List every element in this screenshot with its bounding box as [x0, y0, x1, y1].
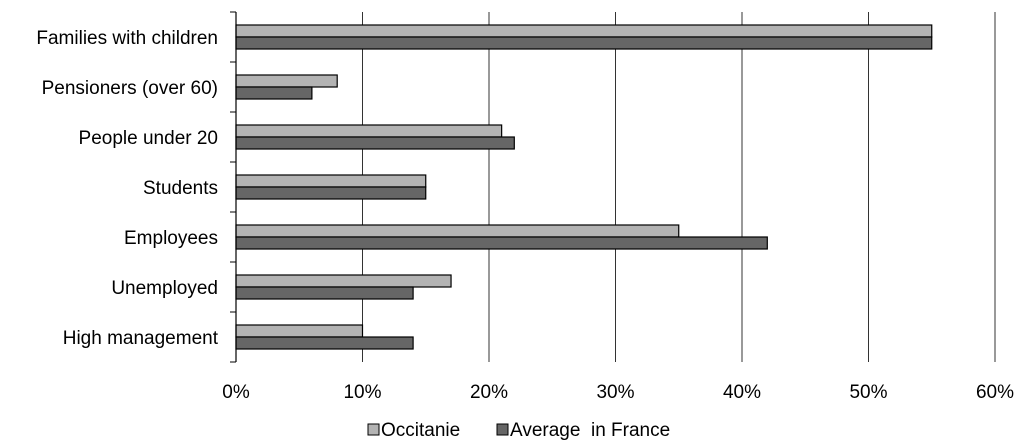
legend-label-occitanie: Occitanie [381, 420, 460, 441]
bar-france-2 [235, 136, 515, 150]
bar-occitanie-5 [235, 274, 452, 288]
legend-swatch-france [496, 423, 509, 436]
legend: Occitanie Average in France [367, 420, 670, 441]
bar-france-0 [235, 36, 933, 50]
x-tick-label: 0% [222, 382, 250, 403]
x-tick-labels: 0% 10% 20% 30% 40% 50% 60% [222, 382, 1014, 403]
bar-occitanie-6 [235, 324, 364, 338]
category-label: Employees [124, 228, 218, 249]
category-label: People under 20 [79, 128, 218, 149]
x-tick-label: 10% [343, 382, 381, 403]
bar-france-5 [235, 286, 414, 300]
bar-occitanie-1 [235, 74, 338, 88]
x-tick-label: 20% [470, 382, 508, 403]
category-label: High management [63, 328, 219, 349]
bar-occitanie-2 [235, 124, 503, 138]
category-label: Students [143, 178, 218, 199]
category-labels: Families with children Pensioners (over 6… [36, 28, 218, 349]
bar-france-6 [235, 336, 414, 350]
axes [230, 11, 237, 363]
bar-occitanie-4 [235, 224, 680, 238]
x-tick-label: 60% [976, 382, 1014, 403]
bar-france-3 [235, 186, 427, 200]
legend-swatch-occitanie [367, 423, 380, 436]
category-label: Unemployed [111, 278, 218, 299]
category-label: Families with children [36, 28, 218, 49]
bar-occitanie-0 [235, 24, 933, 38]
x-tick-label: 30% [596, 382, 634, 403]
legend-label-france: Average in France [510, 420, 670, 441]
category-label: Pensioners (over 60) [42, 78, 218, 99]
bar-france-4 [235, 236, 768, 250]
x-tick-label: 50% [849, 382, 887, 403]
bar-france-1 [235, 86, 313, 100]
x-tick-label: 40% [723, 382, 761, 403]
bars [235, 24, 933, 350]
gridlines [362, 12, 996, 362]
bar-occitanie-3 [235, 174, 427, 188]
